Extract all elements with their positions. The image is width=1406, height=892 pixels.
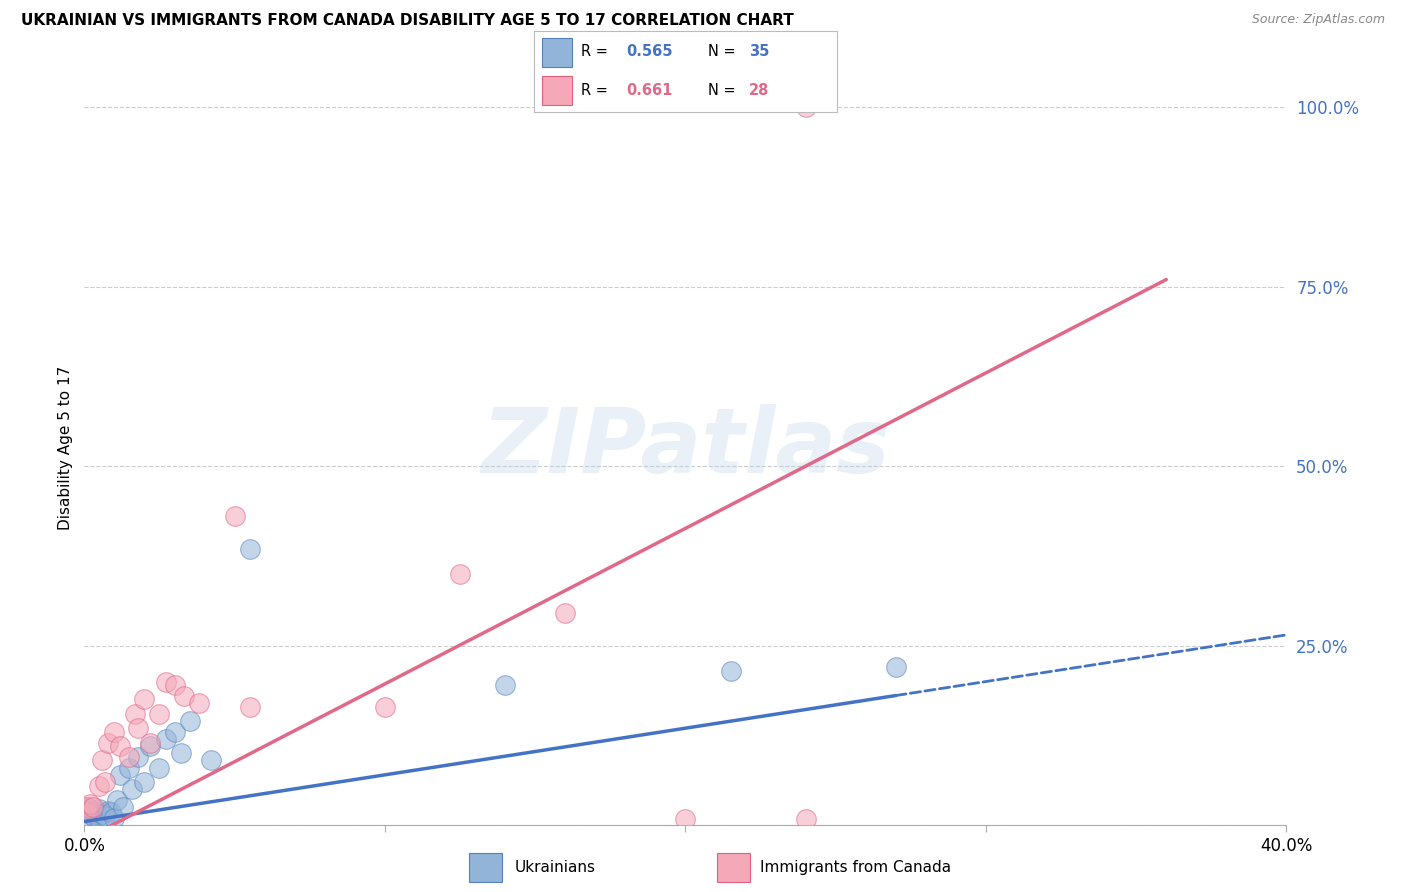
Point: [82, 804, 104, 818]
Point: [794, 100, 817, 114]
Point: [134, 775, 156, 789]
Point: [89, 813, 111, 827]
Point: [118, 750, 141, 764]
Point: [155, 731, 177, 746]
Point: [100, 805, 122, 820]
Text: N =: N =: [709, 83, 741, 98]
Bar: [541, 76, 572, 105]
Point: [173, 689, 195, 703]
Text: UKRAINIAN VS IMMIGRANTS FROM CANADA DISABILITY AGE 5 TO 17 CORRELATION CHART: UKRAINIAN VS IMMIGRANTS FROM CANADA DISA…: [21, 13, 794, 29]
Text: ZIPatlas: ZIPatlas: [481, 404, 890, 492]
Point: [163, 724, 186, 739]
Text: R =: R =: [581, 83, 613, 98]
Point: [89, 802, 111, 816]
Point: [79, 811, 101, 825]
Point: [91, 754, 114, 768]
Text: Source: ZipAtlas.com: Source: ZipAtlas.com: [1251, 13, 1385, 27]
Text: N =: N =: [709, 45, 741, 59]
Point: [86, 807, 108, 822]
Point: [720, 664, 742, 678]
Text: 0.661: 0.661: [627, 83, 673, 98]
Point: [103, 724, 125, 739]
Point: [794, 813, 817, 827]
Point: [94, 809, 117, 823]
Point: [494, 678, 516, 692]
Point: [675, 813, 697, 827]
Point: [169, 747, 191, 761]
Point: [884, 660, 907, 674]
Point: [94, 775, 117, 789]
Point: [91, 807, 114, 822]
Point: [76, 800, 98, 814]
Point: [79, 797, 101, 811]
Y-axis label: Disability Age 5 to 17: Disability Age 5 to 17: [58, 366, 73, 531]
Point: [224, 509, 246, 524]
Point: [89, 779, 111, 793]
Point: [76, 802, 98, 816]
Point: [200, 754, 222, 768]
Point: [76, 805, 98, 820]
Text: 35: 35: [749, 45, 769, 59]
Point: [187, 696, 209, 710]
Point: [127, 750, 149, 764]
Point: [118, 761, 141, 775]
Point: [239, 699, 262, 714]
Point: [82, 809, 104, 823]
Text: 0.565: 0.565: [627, 45, 673, 59]
Bar: [717, 854, 749, 881]
Text: R =: R =: [581, 45, 613, 59]
Point: [449, 566, 471, 581]
Point: [86, 805, 108, 820]
Point: [155, 674, 177, 689]
Point: [79, 807, 101, 822]
Point: [374, 699, 396, 714]
Bar: [470, 854, 502, 881]
Point: [76, 800, 98, 814]
Point: [554, 607, 576, 621]
Point: [107, 793, 129, 807]
Point: [148, 706, 170, 721]
Point: [103, 811, 125, 825]
Point: [110, 768, 132, 782]
Point: [76, 805, 98, 820]
Text: Ukrainians: Ukrainians: [515, 860, 596, 875]
Point: [124, 706, 146, 721]
Point: [121, 782, 143, 797]
Point: [163, 678, 186, 692]
Bar: [541, 37, 572, 67]
Point: [110, 739, 132, 753]
Point: [239, 541, 262, 556]
Point: [139, 739, 162, 753]
Point: [79, 804, 101, 818]
Text: Immigrants from Canada: Immigrants from Canada: [761, 860, 952, 875]
Point: [97, 735, 120, 749]
Point: [82, 800, 104, 814]
Point: [127, 721, 149, 735]
Point: [179, 714, 201, 728]
Point: [97, 804, 120, 818]
Text: 28: 28: [749, 83, 769, 98]
Point: [139, 735, 162, 749]
Point: [112, 800, 135, 814]
Point: [148, 761, 170, 775]
Point: [134, 692, 156, 706]
